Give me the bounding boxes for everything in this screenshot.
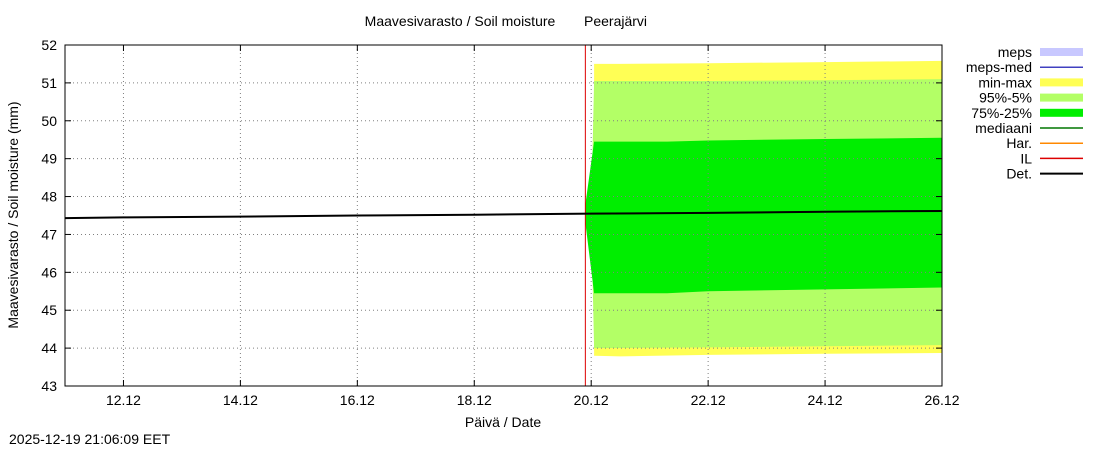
y-tick-label: 46 — [41, 264, 57, 280]
y-tick-label: 48 — [41, 189, 57, 205]
y-axis-label: Maavesivarasto / Soil moisture (mm) — [5, 101, 21, 328]
y-tick-label: 45 — [41, 302, 57, 318]
x-tick-label: 18.12 — [457, 392, 492, 408]
x-tick-label: 12.12 — [106, 392, 141, 408]
y-tick-label: 44 — [41, 340, 57, 356]
legend-label-min-max: min-max — [978, 74, 1032, 90]
legend-label-meps-med: meps-med — [966, 59, 1032, 75]
x-tick-label: 24.12 — [808, 392, 843, 408]
legend-swatch-p95-5 — [1040, 93, 1083, 102]
legend: mepsmeps-medmin-max95%-5%75%-25%mediaani… — [966, 44, 1083, 182]
legend-label-har: Har. — [1006, 135, 1032, 151]
legend-label-meps: meps — [998, 44, 1032, 60]
y-tick-label: 43 — [41, 378, 57, 394]
y-tick-label: 52 — [41, 37, 57, 53]
y-tick-label: 47 — [41, 226, 57, 242]
x-tick-label: 14.12 — [223, 392, 258, 408]
legend-label-p95-5: 95%-5% — [979, 90, 1032, 106]
x-tick-label: 20.12 — [574, 392, 609, 408]
plot-frame — [64, 44, 943, 387]
legend-swatch-p75-25 — [1040, 108, 1083, 117]
legend-label-mediaani: mediaani — [975, 120, 1032, 136]
y-tick-label: 49 — [41, 151, 57, 167]
chart-location: Peerajärvi — [584, 13, 647, 29]
y-tick-label: 51 — [41, 75, 57, 91]
band-75-25- — [585, 137, 942, 294]
chart-titles: Maavesivarasto / Soil moisture Peerajärv… — [5, 13, 647, 430]
legend-label-il: IL — [1020, 150, 1032, 166]
legend-label-p75-25: 75%-25% — [971, 105, 1032, 121]
chart-title: Maavesivarasto / Soil moisture — [365, 13, 556, 29]
grid-lines — [65, 45, 942, 386]
data-lines — [64, 45, 943, 386]
x-tick-label: 26.12 — [924, 392, 959, 408]
y-tick-label: 50 — [41, 113, 57, 129]
legend-label-det: Det. — [1006, 166, 1032, 182]
x-tick-label: 16.12 — [340, 392, 375, 408]
series-det — [64, 209, 943, 220]
x-axis-label: Päivä / Date — [465, 414, 541, 430]
forecast-bands — [585, 60, 942, 357]
legend-swatch-min-max — [1040, 78, 1083, 87]
axis-ticks: 43 44 45 46 47 48 49 50 51 52 12.12 14.12 16.12 18.12… — [41, 37, 959, 408]
x-tick-label: 22.12 — [691, 392, 726, 408]
legend-swatch-meps — [1040, 48, 1083, 56]
timestamp: 2025-12-19 21:06:09 EET — [9, 431, 171, 447]
